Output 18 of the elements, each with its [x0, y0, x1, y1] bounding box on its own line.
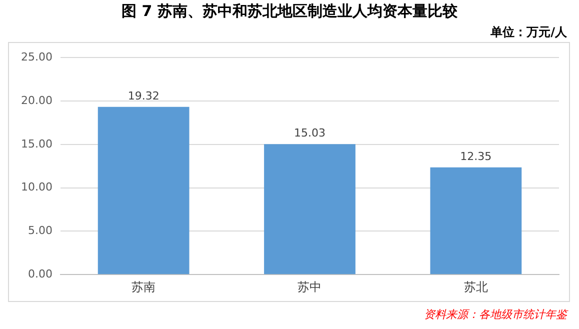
x-tick-label: 苏南 [132, 280, 156, 294]
y-tick-label: 25.00 [20, 50, 52, 64]
bar [98, 106, 190, 274]
chart-subtitle: 单位：万元/人 [490, 24, 567, 41]
bar [264, 144, 356, 274]
x-tick-label: 苏北 [464, 280, 488, 294]
y-tick-label: 5.00 [28, 224, 52, 238]
bar [430, 167, 522, 274]
text: 资料来源：各地级市统计年鉴 [424, 307, 567, 322]
y-tick-label: 0.00 [28, 267, 52, 280]
x-tick-label: 苏中 [298, 280, 322, 294]
y-tick-label: 20.00 [20, 94, 52, 107]
data-label: 19.32 [128, 89, 160, 102]
data-label: 12.35 [460, 150, 492, 163]
data-label: 15.03 [294, 126, 326, 140]
y-tick-label: 15.00 [20, 137, 52, 150]
y-tick-label: 10.00 [20, 180, 52, 194]
chart-title: 图 7 苏南、苏中和苏北地区制造业人均资本量比较 [120, 2, 458, 21]
